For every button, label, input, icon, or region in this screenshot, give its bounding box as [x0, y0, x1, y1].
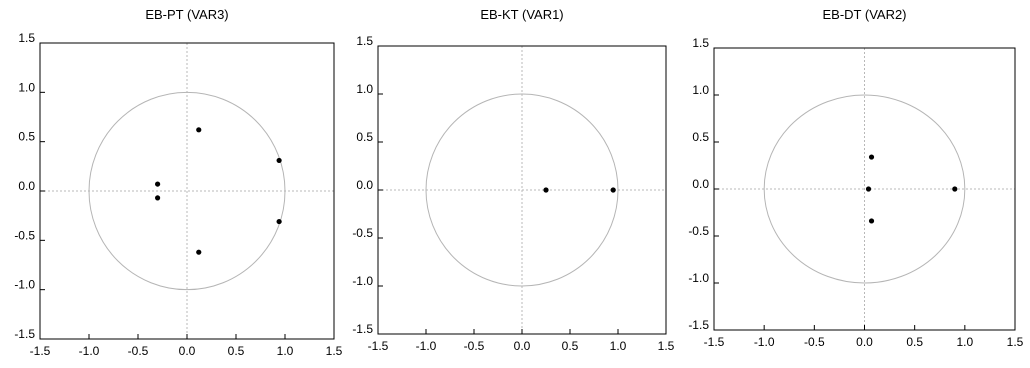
- y-tick-label: 1.0: [356, 82, 373, 96]
- x-tick-label: -0.5: [128, 344, 149, 358]
- chart-title: EB-KT (VAR1): [480, 7, 563, 22]
- y-tick-label: 0.5: [18, 130, 35, 144]
- chart-panel-eb-kt: EB-KT (VAR1) -1.5 -1.0 -0.5 0.0 0.5 1.0 1.5 1.5 1…: [343, 0, 686, 368]
- root-point: [868, 154, 875, 160]
- y-tick-label: -1.5: [14, 327, 35, 341]
- x-tick-label: 1.5: [1007, 335, 1024, 349]
- x-tick-label: -0.5: [804, 335, 825, 349]
- x-tick-label: 0.5: [906, 335, 923, 349]
- root-point: [155, 181, 161, 187]
- x-tick-label: -1.0: [416, 339, 437, 353]
- chart-title: EB-PT (VAR3): [145, 7, 228, 22]
- root-point: [276, 218, 282, 225]
- root-point: [865, 186, 872, 192]
- chart-title: EB-DT (VAR2): [822, 7, 906, 22]
- root-point: [196, 249, 202, 255]
- root-point: [276, 157, 282, 164]
- root-point: [543, 187, 549, 193]
- x-tick-label: -1.5: [704, 335, 725, 349]
- y-tick-label: 1.0: [18, 80, 35, 94]
- unit-circle: [763, 94, 966, 284]
- x-tick-label: 0.5: [562, 339, 579, 353]
- x-tick-label: 1.0: [610, 339, 627, 353]
- y-tick-label: 1.5: [18, 31, 35, 45]
- x-tick-label: 1.5: [658, 339, 675, 353]
- y-tick-label: -1.5: [688, 318, 709, 332]
- y-tick-label: -1.0: [352, 274, 373, 288]
- x-tick-label: 0.5: [228, 344, 245, 358]
- y-tick-label: -1.0: [688, 271, 709, 285]
- x-tick-label: 0.0: [856, 335, 873, 349]
- x-tick-label: 1.0: [277, 344, 294, 358]
- y-tick-label: 1.5: [692, 36, 709, 50]
- x-tick-label: -1.5: [368, 339, 389, 353]
- y-tick-label: -0.5: [352, 226, 373, 240]
- chart-eb-dt: EB-DT (VAR2) -1.5 -1.0 -0.5 0.0 0.5 1.0 1.5 1.5 1…: [688, 7, 1024, 349]
- x-tick-label: 1.5: [326, 344, 343, 358]
- root-point: [155, 195, 161, 201]
- x-tick-label: -1.0: [79, 344, 100, 358]
- y-tick-label: -0.5: [688, 224, 709, 238]
- root-point: [610, 187, 616, 193]
- y-tick-label: 0.0: [18, 179, 35, 193]
- chart-panel-eb-dt: EB-DT (VAR2) -1.5 -1.0 -0.5 0.0 0.5 1.0 1.5 1.5 1…: [686, 0, 1029, 368]
- x-tick-label: -0.5: [464, 339, 485, 353]
- chart-eb-kt: EB-KT (VAR1) -1.5 -1.0 -0.5 0.0 0.5 1.0 1.5 1.5 1…: [352, 7, 675, 353]
- x-tick-label: 0.0: [514, 339, 531, 353]
- chart-eb-pt: EB-PT (VAR3) -1.5 -1.0 -0.5 0.0 0.5 1.0 1.5 1.5 1…: [14, 7, 343, 358]
- y-tick-label: 0.0: [356, 178, 373, 192]
- root-point: [952, 186, 958, 192]
- unit-circle: [88, 91, 286, 291]
- root-point: [196, 127, 202, 133]
- x-tick-label: -1.5: [30, 344, 51, 358]
- y-tick-label: -1.0: [14, 278, 35, 292]
- y-tick-label: 0.5: [692, 130, 709, 144]
- x-tick-label: -1.0: [754, 335, 775, 349]
- chart-panel-eb-pt: EB-PT (VAR3) -1.5 -1.0 -0.5 0.0 0.5 1.0 1.5 1.5 1…: [0, 0, 343, 368]
- y-tick-label: 1.0: [692, 83, 709, 97]
- y-tick-label: -0.5: [14, 228, 35, 242]
- y-tick-label: 0.0: [692, 177, 709, 191]
- x-tick-label: 1.0: [956, 335, 973, 349]
- root-point: [868, 218, 875, 224]
- y-tick-label: -1.5: [352, 322, 373, 336]
- unit-circle: [425, 93, 619, 287]
- x-tick-label: 0.0: [179, 344, 196, 358]
- y-tick-label: 0.5: [356, 130, 373, 144]
- y-tick-label: 1.5: [356, 34, 373, 48]
